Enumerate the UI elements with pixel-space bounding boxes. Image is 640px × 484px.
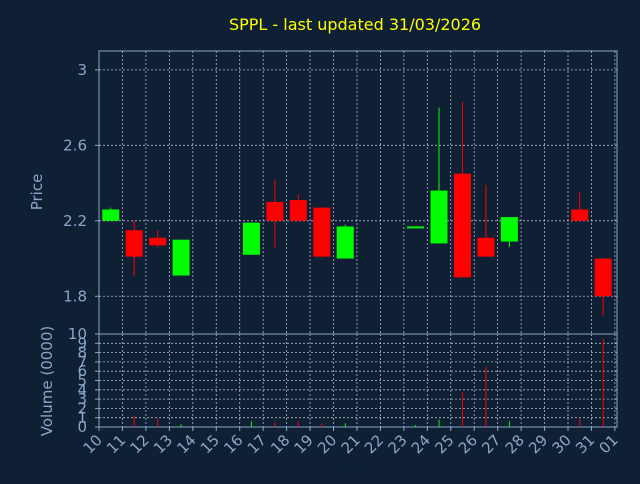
price-plot-frame [98,50,618,335]
x-tick-label: 28 [502,431,528,457]
price-y-tick-label: 3 [77,61,87,79]
candle-body [571,209,589,221]
x-tick-label: 23 [384,431,410,457]
x-tick-label: 12 [126,431,152,457]
volume-y-tick-label: 6 [77,362,87,380]
x-tick-label: 20 [314,431,340,457]
price-y-tick-label: 2.6 [63,136,87,154]
x-tick-label: 24 [408,431,434,457]
candle-body [172,239,190,276]
candle-body [313,207,331,257]
candle-body [149,237,167,246]
candle-body [477,237,495,257]
x-tick-label: 01 [595,431,621,457]
candle-body [289,200,307,221]
price-y-tick-label: 2.2 [63,212,87,230]
chart-title: SPPL - last updated 31/03/2026 [229,15,481,34]
x-tick-label: 22 [361,431,387,457]
volume-y-tick-label: 7 [77,353,87,371]
candle-body [430,190,448,244]
candle-body [336,226,354,259]
candle-body [594,258,612,297]
x-tick-label: 30 [549,431,575,457]
x-tick-label: 17 [244,431,270,457]
volume-axis-label: Volume (0000) [38,326,56,436]
x-tick-label: 14 [173,431,199,457]
x-tick-label: 27 [478,431,504,457]
x-tick-label: 15 [197,431,223,457]
x-tick-label: 13 [150,431,176,457]
candle-body [242,222,260,255]
volume-y-tick-label: 2 [77,399,87,417]
x-tick-label: 26 [455,431,481,457]
volume-y-tick-label: 8 [77,344,87,362]
price-y-tick-label: 1.8 [63,287,87,305]
volume-y-tick-label: 0 [77,418,87,436]
x-tick-label: 18 [267,431,293,457]
x-axis-label: Day [334,460,362,476]
volume-y-tick-label: 1 [77,409,87,427]
price-panel: 1.8 2.2 2.6 3 [63,50,618,335]
volume-y-tick-label: 4 [77,381,87,399]
volume-y-tick-label: 3 [77,390,87,408]
candle-body [407,226,425,229]
x-tick-label: 21 [338,431,364,457]
x-tick-label: 25 [431,431,457,457]
volume-y-tick-label: 10 [68,325,87,343]
x-tick-label: 29 [525,431,551,457]
x-tick-label: 19 [291,431,317,457]
candle-body [125,230,143,257]
x-tick-label: 16 [220,431,246,457]
price-axis-label: Price [28,174,46,211]
x-tick-label: 11 [103,431,129,457]
volume-panel: 0123456789101011121314151617181920212223… [68,325,622,457]
candle-body [102,209,120,221]
candle-body [500,217,518,242]
volume-y-tick-label: 9 [77,334,87,352]
volume-y-tick-label: 5 [77,372,87,390]
candle-body [266,201,284,221]
candle-body [453,173,471,278]
x-tick-label: 31 [572,431,598,457]
